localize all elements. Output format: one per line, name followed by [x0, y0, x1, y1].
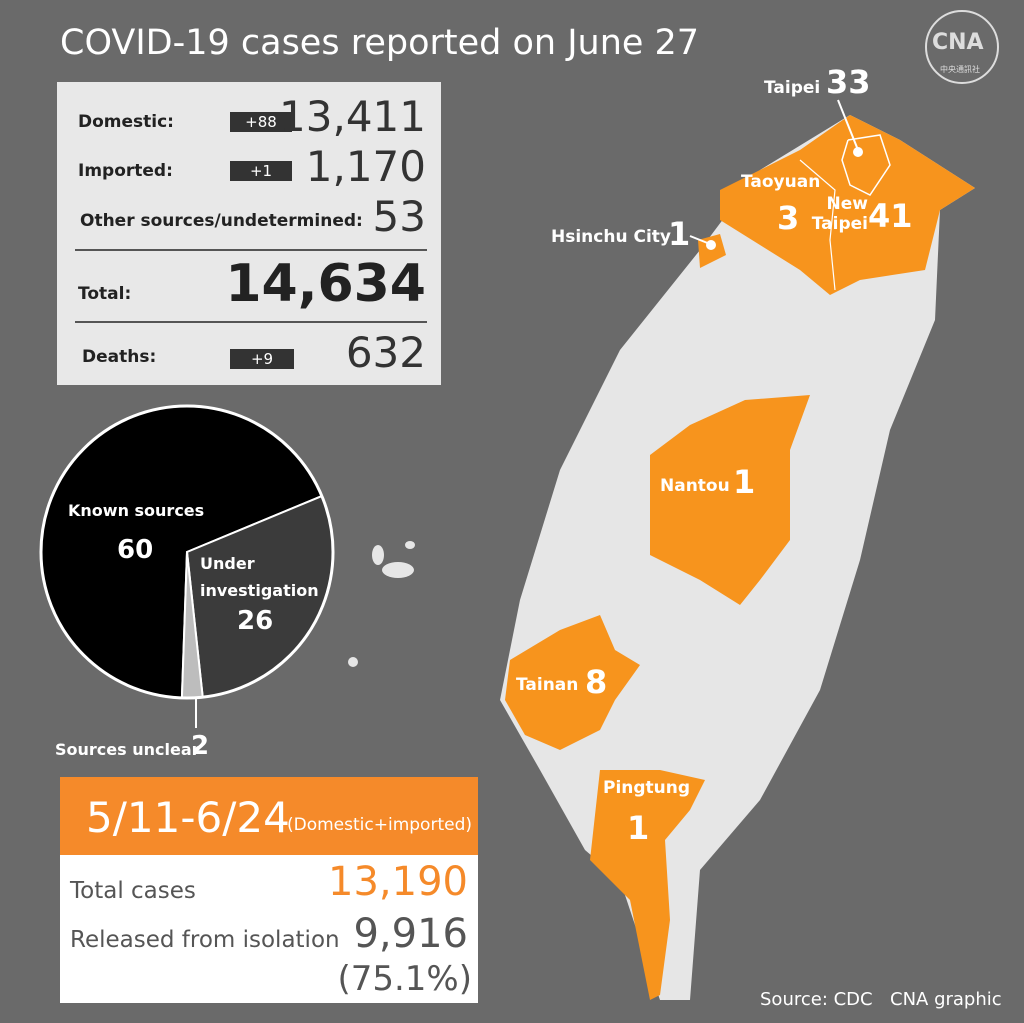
total-label: Total:: [78, 284, 132, 304]
row-value: 53: [372, 192, 426, 241]
pie-value: 26: [237, 606, 274, 636]
city-cases: 33: [826, 63, 871, 101]
period-note: (Domestic+imported): [287, 815, 472, 835]
district-line: [799, 159, 836, 291]
tainan-region: [505, 615, 640, 750]
island: [382, 562, 414, 578]
period-label: Total cases: [70, 878, 196, 904]
callout-line: [837, 99, 859, 151]
total-value: 14,634: [225, 254, 426, 314]
period-label: Released from isolation: [70, 927, 340, 953]
deaths-label: Deaths:: [82, 347, 157, 367]
pingtung-region: [590, 770, 705, 1000]
period-range: 5/11-6/24: [86, 793, 290, 842]
pie-value: 2: [191, 731, 210, 761]
city-cases: 8: [585, 663, 608, 701]
city-cases: 3: [777, 199, 800, 237]
period-body: [60, 855, 478, 1003]
island: [348, 657, 358, 667]
pie-label: Known sources: [68, 501, 205, 520]
logo-subtitle: 中央通訊社: [940, 65, 980, 74]
row-change: +88: [230, 112, 292, 132]
deaths-value: 632: [345, 328, 426, 377]
row-value: 13,411: [279, 92, 426, 141]
row-label: Other sources/undetermined:: [80, 211, 363, 231]
city-name: Hsinchu City: [551, 227, 671, 247]
row-value: 1,170: [305, 142, 426, 191]
islands: [348, 541, 415, 667]
city-name: New Taipei: [811, 194, 868, 234]
period-value: 9,916: [353, 911, 468, 957]
pie: [39, 404, 335, 700]
city-cases: 1: [627, 809, 650, 847]
north-region: [720, 115, 975, 295]
summary-box: [57, 82, 441, 385]
island: [405, 541, 415, 549]
city-name: Tainan: [516, 675, 579, 695]
title: COVID-19 cases reported on June 27: [60, 23, 700, 63]
logo: CNA: [932, 30, 984, 55]
row-label: Domestic:: [78, 112, 174, 132]
logo-ring: [925, 10, 999, 84]
source: Source: CDC: [760, 989, 873, 1010]
credit: CNA graphic: [890, 989, 1002, 1010]
city-name: Nantou: [660, 476, 730, 496]
city-cases: 1: [668, 215, 691, 253]
city-cases: 41: [868, 197, 913, 235]
period-header: [60, 777, 478, 855]
period-value: 13,190: [328, 859, 468, 905]
pie-label: Sources unclear: [55, 740, 200, 759]
city-name: Taoyuan: [741, 172, 821, 192]
pie-outline: [39, 404, 335, 700]
callouts: [689, 99, 863, 250]
city-name: Pingtung: [603, 778, 691, 798]
pie-label: Under investigation: [200, 554, 319, 600]
pie-value: 60: [117, 535, 154, 565]
period-share: (75.1%): [337, 959, 472, 999]
callout-dot: [706, 240, 716, 250]
city-cases: 1: [733, 463, 756, 501]
callout-dot: [853, 147, 863, 157]
city-name: Taipei: [764, 78, 821, 98]
taipei-outline: [841, 134, 891, 196]
deaths-change: +9: [230, 349, 294, 369]
map: [348, 99, 975, 1000]
row-change: +1: [230, 161, 292, 181]
island: [372, 545, 384, 565]
row-label: Imported:: [78, 161, 173, 181]
nantou-region: [650, 395, 810, 605]
